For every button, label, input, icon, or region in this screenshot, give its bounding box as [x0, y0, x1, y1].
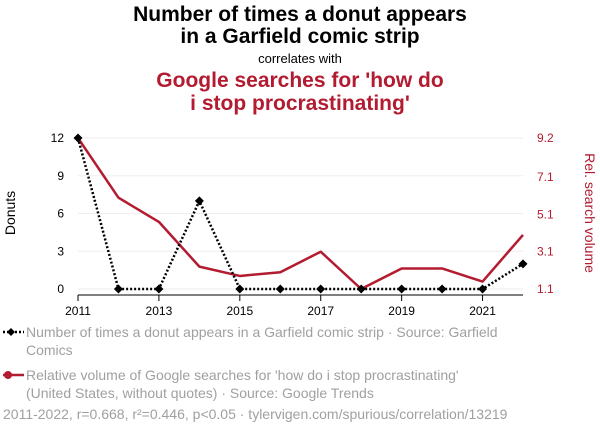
donut-data-point — [356, 284, 366, 294]
x-tick-label: 2017 — [307, 304, 334, 318]
left-tick-label: 12 — [51, 131, 65, 145]
donut-data-point — [437, 284, 447, 294]
chart-title-line2: in a Garfield comic strip — [180, 25, 419, 48]
donut-data-point — [194, 196, 204, 206]
donut-data-point — [316, 284, 326, 294]
right-axis-ticks: 1.1 3.1 5.1 7.1 9.2 — [537, 131, 554, 296]
right-tick-label: 5.1 — [537, 207, 554, 221]
chart-connector-text: correlates with — [258, 51, 342, 66]
x-tick-label: 2011 — [65, 304, 91, 318]
grid-lines — [78, 137, 523, 290]
legend-series1-label-line2: Comics — [26, 342, 73, 358]
right-tick-label: 3.1 — [537, 245, 554, 259]
right-tick-label: 1.1 — [537, 282, 554, 296]
x-tick-label: 2021 — [469, 304, 496, 318]
chart-subtitle-line2: i stop procrastinating' — [190, 92, 410, 115]
left-tick-label: 3 — [57, 244, 64, 258]
left-tick-label: 6 — [57, 207, 64, 221]
donut-data-point — [154, 284, 164, 294]
donut-data-point — [73, 133, 83, 143]
x-axis: 2011 2013 2015 2017 2019 2021 — [65, 294, 523, 318]
x-tick-label: 2019 — [388, 304, 415, 318]
donut-data-point — [397, 284, 407, 294]
series-layer — [73, 133, 528, 294]
legend-series2-marker — [3, 371, 24, 379]
right-tick-label: 7.1 — [537, 170, 554, 184]
series-line-search-volume — [76, 137, 524, 291]
legend-series1-label-line1: Number of times a donut appears in a Gar… — [26, 324, 498, 340]
donut-data-point — [518, 259, 528, 269]
x-tick-label: 2013 — [146, 304, 173, 318]
chart-title-line1: Number of times a donut appears — [133, 3, 467, 26]
right-axis-label: Rel. search volume — [582, 153, 598, 273]
donut-data-point — [235, 284, 245, 294]
legend-series1-marker — [3, 328, 24, 336]
x-tick-label: 2015 — [226, 304, 253, 318]
left-axis-label: Donuts — [2, 191, 18, 235]
donut-data-point — [113, 284, 123, 294]
chart-subtitle-line1: Google searches for 'how do — [156, 69, 443, 92]
chart-footer: 2011-2022, r=0.668, r²=0.446, p<0.05 · t… — [3, 406, 508, 422]
left-tick-label: 0 — [57, 282, 64, 296]
right-tick-label: 9.2 — [537, 131, 554, 145]
donut-data-point — [275, 284, 285, 294]
legend-series2-label-line2: (United States, without quotes) · Source… — [26, 385, 374, 401]
left-tick-label: 9 — [57, 169, 64, 183]
left-axis-ticks: 0 3 6 9 12 — [51, 131, 65, 296]
legend-series2-label-line1: Relative volume of Google searches for '… — [26, 367, 459, 383]
legend: Number of times a donut appears in a Gar… — [3, 324, 498, 401]
donut-data-point — [478, 284, 488, 294]
